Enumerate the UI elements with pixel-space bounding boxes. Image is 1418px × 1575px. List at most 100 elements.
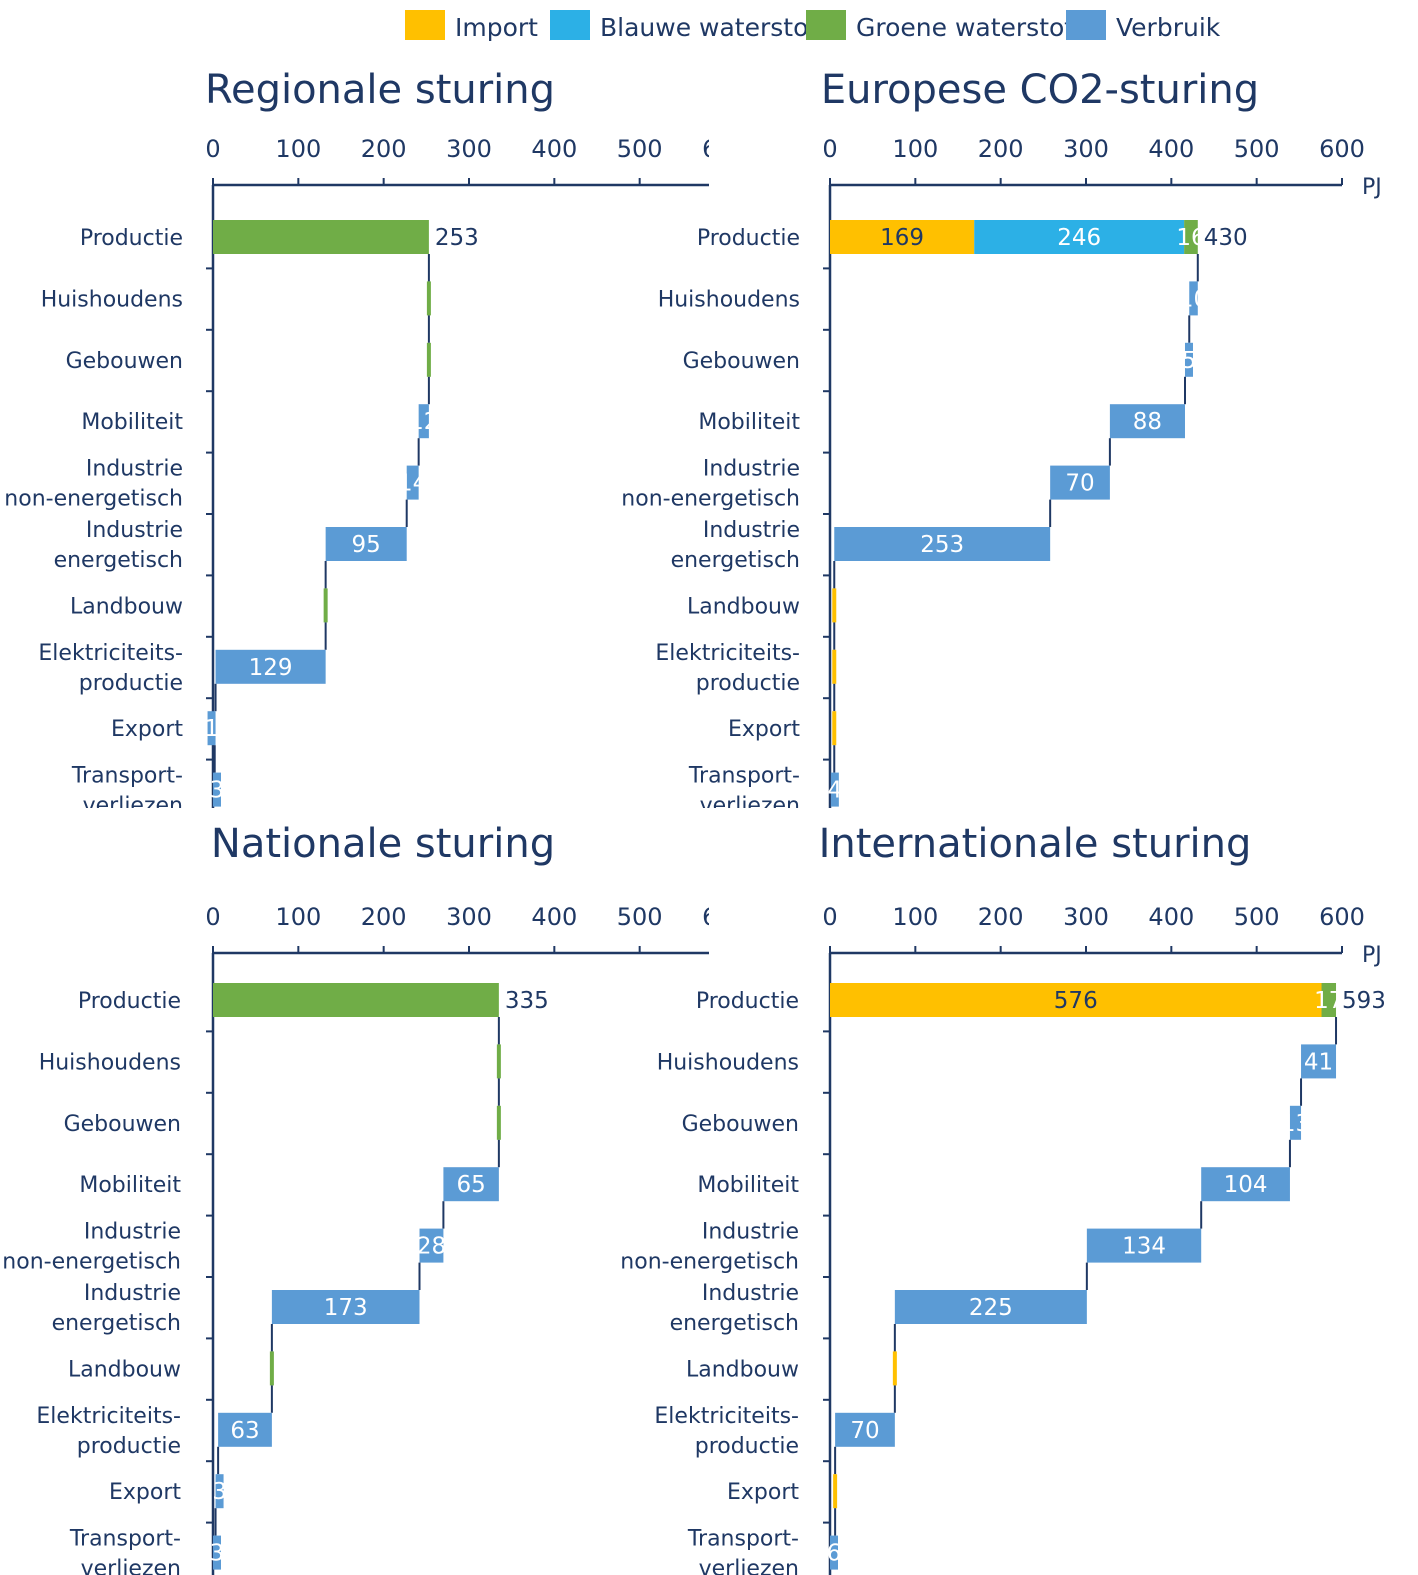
category-label: verliezen (699, 1557, 799, 1575)
consumption-bar (1201, 1167, 1290, 1202)
x-tick-label: 200 (978, 903, 1024, 931)
consumption-value-label: 173 (324, 1295, 368, 1321)
x-tick-label: 500 (617, 135, 663, 163)
consumption-bar (894, 1290, 1087, 1324)
consumption-value-label: 88 (1133, 409, 1162, 435)
consumption-bar (835, 1412, 895, 1447)
category-label: Transport- (687, 1527, 799, 1552)
category-label: Mobiliteit (698, 410, 800, 435)
chart-title: Nationale sturing (211, 821, 555, 867)
x-axis-unit: PJ (1362, 943, 1382, 968)
x-tick-label: 600 (1319, 135, 1365, 163)
consumption-value-label: 63 (230, 1418, 259, 1444)
consumption-value-label: 41 (1304, 1049, 1333, 1075)
x-tick-label: 200 (978, 135, 1024, 163)
consumption-bar (1184, 342, 1193, 377)
production-bar-import (830, 220, 975, 254)
legend-swatch-blauwe-waterstof (550, 10, 590, 40)
production-value-label: 576 (1054, 988, 1098, 1014)
production-value-label: 169 (880, 225, 924, 251)
production-total-label: 253 (435, 225, 479, 251)
consumption-bar (830, 772, 839, 807)
production-value-label: 16 (1176, 225, 1205, 251)
consumption-value-label: 253 (920, 532, 964, 558)
x-tick-label: 0 (205, 903, 220, 931)
consumption-bar (213, 772, 221, 807)
category-label: Huishoudens (658, 287, 800, 312)
category-label: Industrie (86, 518, 183, 543)
production-value-label: 246 (1057, 225, 1101, 251)
category-label: Industrie (86, 457, 183, 482)
consumption-value-label: 5 (1182, 348, 1197, 374)
consumption-bar (215, 649, 326, 684)
category-label: non-energetisch (2, 1250, 181, 1275)
category-label: Transport- (69, 1527, 181, 1552)
x-tick-label: 100 (892, 135, 938, 163)
category-label: Industrie (84, 1281, 181, 1306)
consumption-bar (215, 1474, 224, 1509)
consumption-value-label: 3 (210, 1541, 225, 1567)
production-bar-groene-waterstof (1321, 983, 1337, 1017)
x-tick-label: 500 (617, 903, 663, 931)
consumption-value-label: 70 (850, 1418, 879, 1444)
legend-swatch-groene-waterstof (806, 10, 846, 40)
consumption-bar (1086, 1228, 1202, 1263)
production-total-label: 593 (1342, 988, 1386, 1014)
x-tick-label: 500 (1234, 903, 1280, 931)
x-tick-label: 300 (446, 135, 492, 163)
category-label: Elektriciteits- (36, 1404, 181, 1429)
category-label: Transport- (688, 764, 800, 789)
category-label: Landbouw (687, 594, 800, 619)
chart-title: Europese CO2-sturing (821, 67, 1259, 113)
legend-label-groene-waterstof: Groene waterstof (856, 13, 1074, 42)
category-label: Landbouw (686, 1357, 799, 1382)
category-label: Mobiliteit (697, 1173, 799, 1198)
category-label: energetisch (670, 1311, 799, 1336)
chart-legend: Import Blauwe waterstof Groene waterstof Ve… (405, 10, 1221, 42)
category-label: Export (109, 1480, 181, 1505)
consumption-value-label: 65 (456, 1172, 485, 1198)
category-label: Mobiliteit (81, 410, 183, 435)
legend-swatch-verbruik (1066, 10, 1106, 40)
category-label: Export (111, 717, 183, 742)
consumption-value-label: 28 (417, 1234, 446, 1260)
legend-label-verbruik: Verbruik (1116, 13, 1221, 42)
consumption-value-label: 3 (210, 778, 225, 804)
consumption-bar-zero (269, 1351, 274, 1386)
category-label: productie (77, 1434, 181, 1459)
consumption-bar-zero (496, 1105, 501, 1140)
consumption-value-label: 3 (212, 1479, 227, 1505)
consumption-bar (1050, 465, 1110, 500)
consumption-bar (418, 404, 429, 439)
legend-label-import: Import (455, 13, 538, 42)
category-label: productie (695, 1434, 799, 1459)
category-label: verliezen (83, 794, 183, 808)
category-label: Huishoudens (657, 1050, 799, 1075)
consumption-value-label: 70 (1065, 471, 1094, 497)
category-label: Transport- (71, 764, 183, 789)
consumption-bar-zero (832, 588, 837, 623)
x-tick-label: 100 (275, 135, 321, 163)
category-label: Elektriciteits- (654, 1404, 799, 1429)
consumption-bar (1301, 1044, 1337, 1079)
x-axis-unit: PJ (1362, 175, 1382, 200)
category-label: Productie (80, 226, 183, 251)
category-label: Industrie (703, 457, 800, 482)
consumption-value-label: 4 (828, 778, 843, 804)
consumption-bar (1109, 404, 1185, 439)
x-tick-label: 600 (702, 135, 709, 163)
production-total-label: 335 (505, 988, 549, 1014)
category-label: Landbouw (68, 1357, 181, 1382)
x-tick-label: 300 (446, 903, 492, 931)
consumption-value-label: 6 (827, 1541, 842, 1567)
x-tick-label: 400 (1148, 903, 1194, 931)
x-tick-label: 0 (822, 903, 837, 931)
category-label: non-energetisch (621, 487, 800, 512)
consumption-bar (325, 527, 407, 561)
consumption-value-label: 95 (352, 532, 381, 558)
category-label: Industrie (702, 1281, 799, 1306)
x-tick-label: 300 (1063, 903, 1109, 931)
consumption-bar-zero (892, 1351, 897, 1386)
consumption-value-label: 12 (409, 409, 438, 435)
consumption-value-label: 10 (1179, 286, 1208, 312)
